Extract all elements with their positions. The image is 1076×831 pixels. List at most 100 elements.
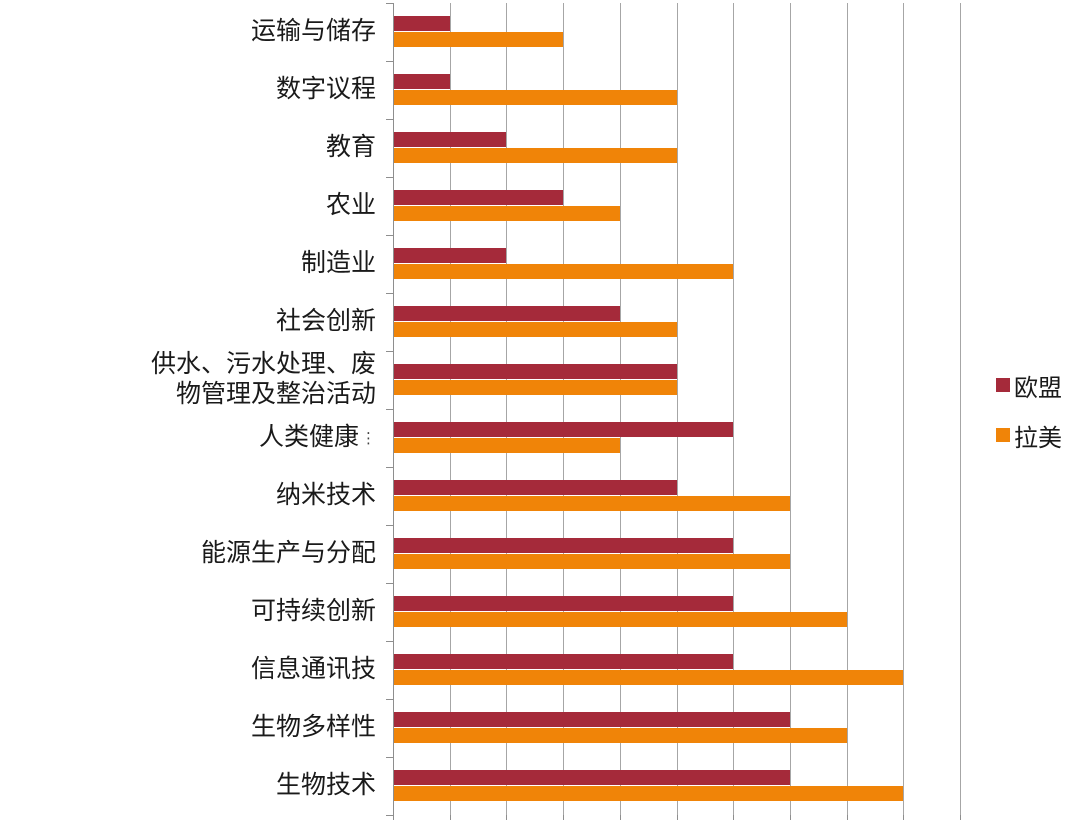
bar-latam <box>394 438 620 453</box>
value-axis-tick <box>846 815 848 820</box>
bar-eu <box>394 247 507 263</box>
bar-eu <box>394 421 734 437</box>
category-label-text: 供水、污水处理、废 物管理及整治活动 <box>150 351 376 408</box>
legend-item-eu: 欧盟 <box>996 373 1062 402</box>
bar-latam <box>394 206 620 221</box>
vertical-gridline <box>846 3 848 815</box>
bar-eu <box>394 769 790 785</box>
vertical-gridline <box>449 3 451 815</box>
category-label-text: 可持续创新 <box>250 598 376 625</box>
bar-latam <box>394 32 564 47</box>
value-axis-tick <box>733 815 735 820</box>
category-axis-line <box>393 3 394 815</box>
bar-eu <box>394 653 734 669</box>
category-label-text: 农业 <box>325 192 376 219</box>
value-axis-tick <box>903 815 905 820</box>
category-axis-tick <box>386 177 393 178</box>
category-axis-tick <box>386 467 393 468</box>
category-label-text: 生物多样性 <box>250 714 376 741</box>
bar-latam <box>394 786 904 801</box>
category-axis-tick <box>386 641 393 642</box>
category-axis-tick <box>386 351 393 352</box>
bar-eu <box>394 711 790 727</box>
value-axis-tick <box>393 815 394 820</box>
value-axis-tick <box>506 815 508 820</box>
category-label: 生物技术 <box>0 757 376 815</box>
bar-latam <box>394 264 734 279</box>
bar-eu <box>394 479 677 495</box>
bar-eu <box>394 363 677 379</box>
bar-latam <box>394 380 677 395</box>
vertical-gridline <box>563 3 565 815</box>
vertical-gridline <box>506 3 508 815</box>
category-axis-tick <box>386 119 393 120</box>
label-truncation-ellipsis-icon: ⋮ <box>361 428 376 447</box>
bar-latam <box>394 148 677 163</box>
category-label-text: 制造业 <box>300 250 376 277</box>
category-label: 可持续创新 <box>0 583 376 641</box>
legend-item-latam: 拉美 <box>996 423 1062 452</box>
bar-eu <box>394 73 450 89</box>
category-label: 能源生产与分配 <box>0 525 376 583</box>
bar-latam <box>394 728 847 743</box>
legend-swatch-eu-icon <box>996 378 1010 392</box>
vertical-gridline <box>619 3 621 815</box>
category-axis-tick <box>386 3 393 4</box>
bar-eu <box>394 595 734 611</box>
category-axis-tick <box>386 525 393 526</box>
vertical-gridline <box>789 3 791 815</box>
bar-eu <box>394 189 564 205</box>
category-label: 供水、污水处理、废 物管理及整治活动 <box>0 351 376 409</box>
bar-latam <box>394 90 677 105</box>
bar-latam <box>394 496 790 511</box>
category-label: 农业 <box>0 177 376 235</box>
value-axis-tick <box>960 815 961 820</box>
category-label-text: 人类健康 <box>258 424 359 451</box>
category-label-text: 社会创新 <box>275 308 376 335</box>
bar-eu <box>394 15 450 31</box>
category-label: 纳米技术 <box>0 467 376 525</box>
category-label: 生物多样性 <box>0 699 376 757</box>
category-label: 运输与储存 <box>0 3 376 61</box>
category-label-text: 信息通讯技 <box>250 656 376 683</box>
category-label: 信息通讯技 <box>0 641 376 699</box>
category-axis-tick <box>386 61 393 62</box>
value-axis-tick <box>676 815 678 820</box>
category-label-text: 运输与储存 <box>250 18 376 45</box>
category-axis-tick <box>386 757 393 758</box>
value-axis-tick <box>619 815 621 820</box>
category-label-text: 教育 <box>325 134 376 161</box>
category-axis-tick <box>386 409 393 410</box>
vertical-gridline <box>903 3 905 815</box>
vertical-gridline <box>960 3 961 815</box>
category-label: 数字议程 <box>0 61 376 119</box>
category-label-text: 纳米技术 <box>275 482 376 509</box>
category-label: 制造业 <box>0 235 376 293</box>
bar-eu <box>394 537 734 553</box>
category-label-text: 生物技术 <box>275 772 376 799</box>
bar-eu <box>394 131 507 147</box>
value-axis-tick <box>789 815 791 820</box>
category-axis-tick <box>386 293 393 294</box>
category-label: 教育 <box>0 119 376 177</box>
category-label-text: 数字议程 <box>275 76 376 103</box>
category-axis-tick <box>386 235 393 236</box>
bar-latam <box>394 554 790 569</box>
bar-eu <box>394 305 620 321</box>
bar-latam <box>394 670 904 685</box>
value-axis-tick <box>449 815 451 820</box>
category-label-text: 能源生产与分配 <box>200 540 376 567</box>
bar-latam <box>394 322 677 337</box>
category-label: 人类健康 ⋮ <box>0 409 376 467</box>
value-axis-tick <box>563 815 565 820</box>
category-label: 社会创新 <box>0 293 376 351</box>
category-axis-tick <box>386 583 393 584</box>
category-axis-tick <box>386 815 393 816</box>
legend-label: 欧盟 <box>1014 375 1062 402</box>
legend-label: 拉美 <box>1014 425 1062 452</box>
legend-swatch-latam-icon <box>996 428 1010 442</box>
bar-latam <box>394 612 847 627</box>
vertical-gridline <box>733 3 735 815</box>
category-axis-tick <box>386 699 393 700</box>
